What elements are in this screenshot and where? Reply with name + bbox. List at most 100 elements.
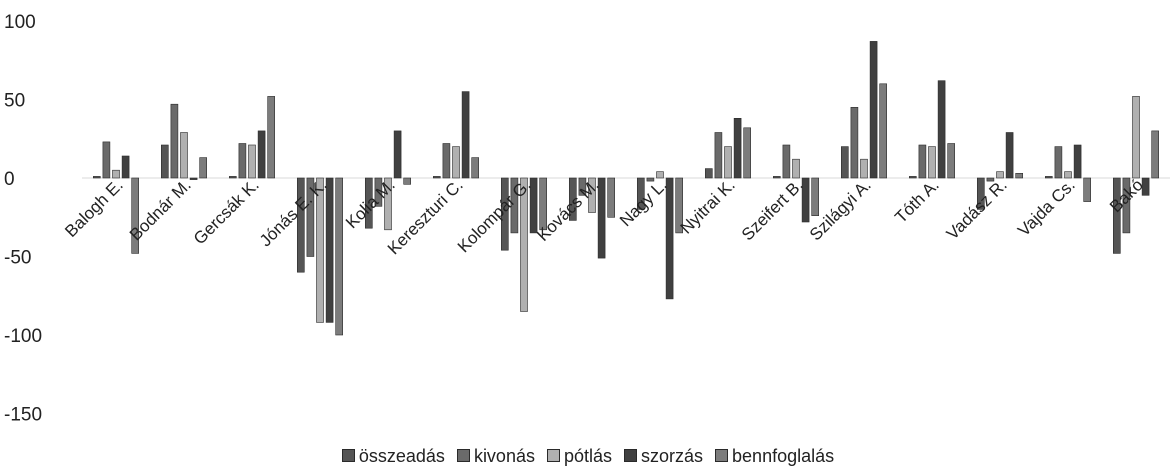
bar-szorzás-3: [325, 177, 334, 323]
bar-kivonás-11: [850, 107, 859, 179]
y-tick-label: 0: [4, 169, 15, 190]
bar-összeadás-5: [432, 176, 441, 179]
bar-bennfoglalás-3: [335, 177, 344, 336]
legend-label: kivonás: [473, 446, 535, 466]
y-axis: 100 50 0 -50 -100 -150: [4, 12, 42, 426]
bar-pótlás-12: [928, 146, 936, 179]
bar-szorzás-11: [869, 41, 878, 179]
bar-összeadás-13: [976, 177, 985, 210]
y-tick-label: -100: [4, 326, 42, 347]
bar-kivonás-3: [306, 177, 315, 257]
bar-szorzás-5: [461, 91, 470, 179]
bar-kivonás-10: [782, 144, 791, 179]
bar-összeadás-7: [568, 177, 577, 221]
bar-pótlás-9: [724, 146, 732, 179]
legend-item: kivonás: [456, 446, 535, 467]
bar-pótlás-15: [1132, 96, 1140, 179]
y-tick-label: -150: [4, 405, 42, 426]
bar-kivonás-6: [510, 177, 519, 234]
bar-összeadás-15: [1113, 177, 1121, 254]
bar-bennfoglalás-9: [743, 127, 752, 179]
bar-bennfoglalás-5: [471, 157, 480, 179]
bar-szorzás-12: [937, 80, 946, 179]
bar-összeadás-3: [296, 177, 305, 273]
bar-szorzás-1: [189, 177, 198, 180]
legend-label: összeadás: [358, 446, 445, 466]
bar-kivonás-13: [986, 177, 995, 182]
x-category-label: Vadász R.: [943, 175, 1011, 243]
x-category-label: Tóth A.: [891, 175, 943, 227]
bar-összeadás-4: [364, 177, 373, 229]
bar-kivonás-2: [238, 143, 247, 179]
bar-összeadás-12: [908, 176, 917, 179]
bar-szorzás-10: [801, 177, 810, 223]
bar-összeadás-2: [229, 176, 237, 179]
bar-bennfoglalás-15: [1151, 130, 1159, 179]
bar-bennfoglalás-14: [1083, 177, 1091, 202]
bar-kivonás-12: [918, 144, 927, 179]
bar-bennfoglalás-7: [607, 177, 616, 218]
y-tick-label: -50: [4, 248, 31, 269]
bar-pótlás-8: [656, 171, 664, 179]
bar-bennfoglalás-2: [267, 96, 276, 179]
bar-kivonás-15: [1122, 177, 1131, 234]
bar-kivonás-9: [714, 132, 723, 179]
legend-label: szorzás: [641, 446, 704, 466]
bar-pótlás-14: [1064, 171, 1072, 179]
bar-bennfoglalás-0: [131, 177, 139, 254]
bar-pótlás-2: [248, 144, 256, 179]
legend-swatch: [715, 449, 729, 462]
legend-item: összeadás: [341, 446, 445, 467]
bar-szorzás-14: [1073, 144, 1082, 179]
y-tick-label: 50: [4, 91, 25, 112]
bar-összeadás-10: [772, 176, 781, 179]
bar-összeadás-8: [636, 177, 645, 210]
bar-pótlás-10: [792, 158, 800, 179]
bar-pótlás-7: [588, 177, 596, 213]
bar-bennfoglalás-6: [539, 177, 548, 231]
legend-swatch: [341, 449, 355, 462]
bar-bennfoglalás-13: [1015, 173, 1024, 179]
x-category-label: Balogh E.: [61, 175, 127, 241]
legend-swatch: [456, 449, 470, 462]
bar-bennfoglalás-10: [811, 177, 820, 217]
x-category-label: Vajda Cs.: [1014, 175, 1079, 240]
bar-pótlás-13: [996, 171, 1004, 179]
bar-szorzás-9: [733, 118, 742, 179]
bar-bennfoglalás-12: [947, 143, 956, 179]
legend: összeadás kivonás pótlás szorzás bennfoglalá…: [0, 446, 1176, 467]
bar-szorzás-6: [529, 177, 538, 234]
legend-label: bennfoglalás: [732, 446, 835, 466]
x-category-label: Gercsák K.: [190, 175, 263, 248]
bar-összeadás-6: [500, 177, 509, 251]
bar-pótlás-11: [860, 158, 868, 179]
bar-pótlás-0: [112, 169, 120, 179]
legend-label: pótlás: [563, 446, 613, 466]
bar-bennfoglalás-1: [199, 157, 207, 179]
bar-szorzás-15: [1141, 177, 1150, 196]
x-category-label: Nyitrai K.: [677, 175, 739, 237]
bar-pótlás-4: [384, 177, 392, 231]
bar-bennfoglalás-11: [879, 83, 888, 179]
bars: [82, 41, 1170, 336]
bar-kivonás-0: [102, 141, 111, 179]
bar-bennfoglalás-8: [675, 177, 684, 234]
bar-szorzás-4: [393, 130, 402, 179]
legend-item: szorzás: [624, 446, 703, 467]
bar-kivonás-1: [170, 103, 179, 179]
bar-összeadás-11: [840, 146, 849, 179]
bar-kivonás-14: [1054, 146, 1063, 179]
bar-összeadás-1: [161, 144, 169, 179]
legend-swatch: [546, 449, 560, 462]
legend-item: pótlás: [546, 446, 613, 467]
bar-bennfoglalás-4: [403, 177, 412, 185]
bar-szorzás-8: [665, 177, 674, 300]
bar-szorzás-2: [257, 130, 266, 179]
bar-pótlás-3: [316, 177, 324, 323]
bar-szorzás-7: [597, 177, 606, 259]
bar-szorzás-0: [121, 155, 130, 179]
bar-kivonás-8: [646, 177, 655, 182]
legend-item: bennfoglalás: [715, 446, 834, 467]
bar-kivonás-4: [374, 177, 383, 207]
